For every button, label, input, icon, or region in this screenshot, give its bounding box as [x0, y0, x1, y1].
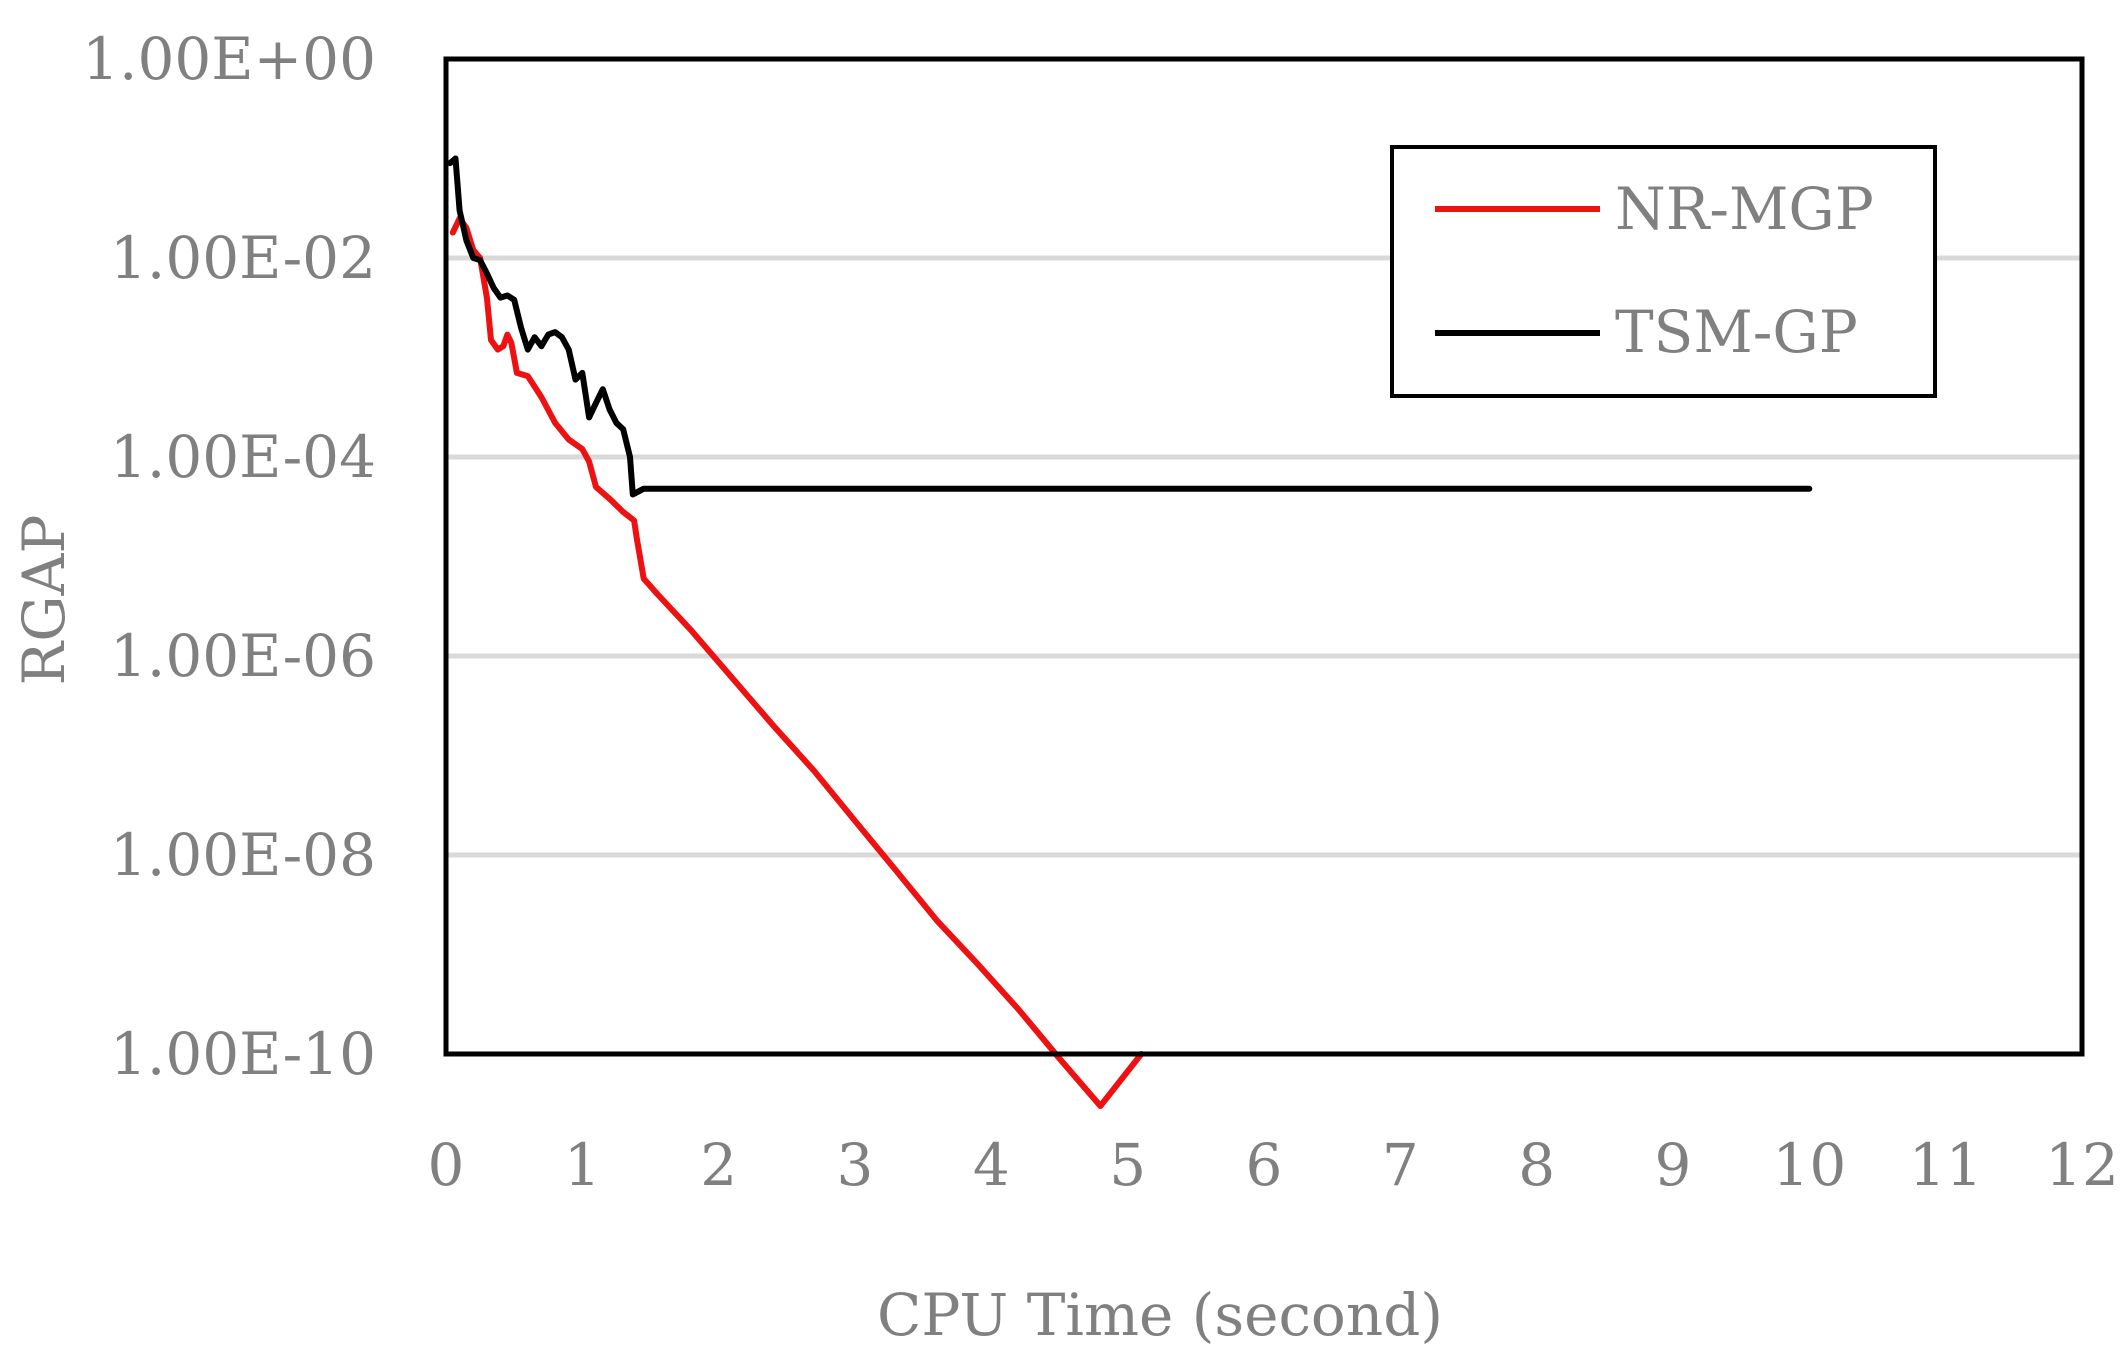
series-lines	[447, 155, 1813, 1109]
x-tick-labels: 0 1 2 3 4 5 6 7 8 9 10 11 12	[428, 1131, 2119, 1199]
legend: NR-MGP TSM-GP	[1390, 145, 1937, 398]
x-tick-label: 6	[1246, 1131, 1283, 1199]
x-tick-label: 3	[837, 1131, 874, 1199]
y-tick-label: 1.00E-06	[110, 622, 376, 690]
x-axis-title: CPU Time (second)	[877, 1281, 1443, 1349]
plot-area-frame	[443, 56, 2085, 1057]
legend-label-tsm-gp: TSM-GP	[1615, 298, 1858, 366]
x-tick-label: 1	[564, 1131, 601, 1199]
x-tick-label: 5	[1109, 1131, 1146, 1199]
x-tick-label: 12	[2045, 1131, 2119, 1199]
x-tick-label: 4	[973, 1131, 1010, 1199]
x-tick-label: 10	[1772, 1131, 1846, 1199]
x-tick-label: 9	[1655, 1131, 1692, 1199]
y-tick-labels: 1.00E+00 1.00E-02 1.00E-04 1.00E-06 1.00E-08…	[82, 25, 376, 1088]
x-tick-label: 7	[1382, 1131, 1419, 1199]
x-tick-label: 11	[1909, 1131, 1983, 1199]
y-tick-label: 1.00E+00	[82, 25, 376, 93]
x-tick-label: 8	[1518, 1131, 1555, 1199]
series-line-nr-mgp	[449, 215, 1145, 1109]
y-tick-label: 1.00E-10	[110, 1020, 376, 1088]
legend-box	[1390, 145, 1937, 398]
y-axis-title: RGAP	[10, 515, 78, 686]
y-tick-label: 1.00E-08	[110, 821, 376, 889]
legend-label-nr-mgp: NR-MGP	[1615, 175, 1874, 243]
y-tick-label: 1.00E-02	[110, 224, 376, 292]
y-tick-label: 1.00E-04	[110, 423, 376, 491]
series-line-tsm-gp	[447, 155, 1813, 498]
x-tick-label: 2	[700, 1131, 737, 1199]
x-tick-label: 0	[428, 1131, 465, 1199]
